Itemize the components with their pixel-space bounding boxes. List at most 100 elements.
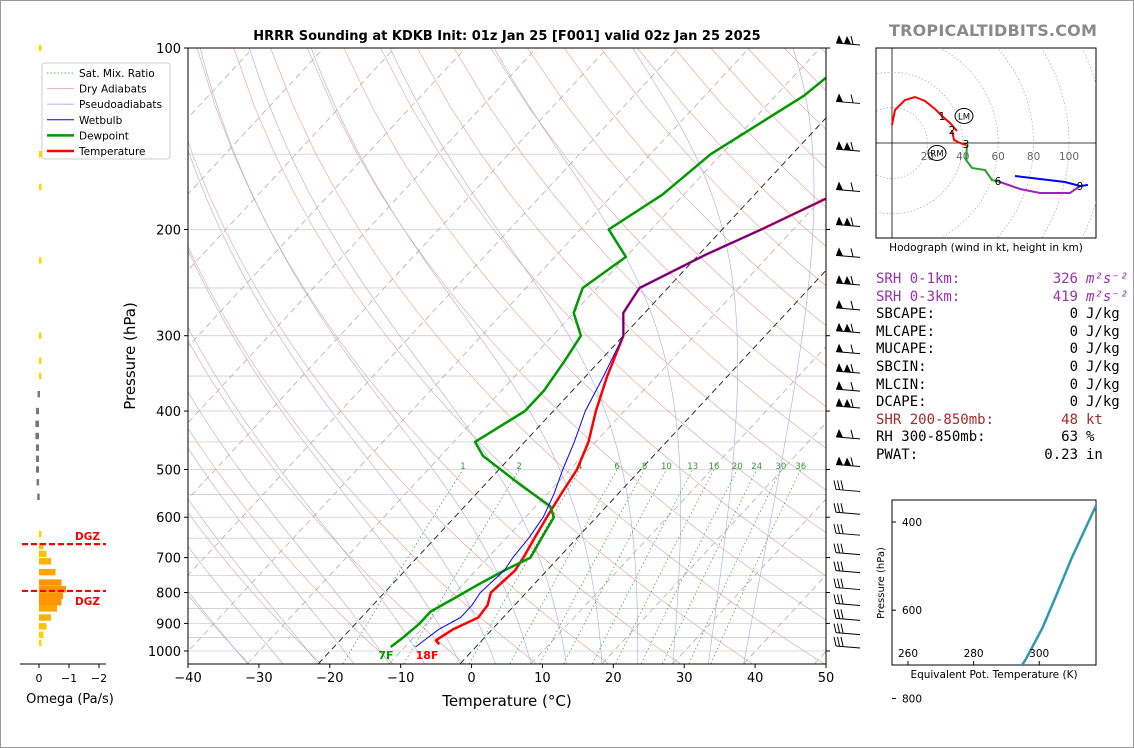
dewpoint-profile — [389, 76, 826, 648]
barb-pennant — [836, 247, 843, 256]
wind-barb — [835, 141, 861, 152]
mixing-ratio-line — [640, 469, 738, 664]
hodograph-trace — [964, 144, 1001, 183]
omega-bar — [39, 558, 51, 565]
pseudoadiabat — [188, 326, 425, 664]
pseudoadiabat — [632, 48, 738, 664]
barb-flag — [833, 623, 837, 633]
index-row: PWAT: 0.23 in — [876, 447, 1128, 465]
index-label: MLCIN: — [876, 376, 927, 393]
pseudoadiabat — [188, 498, 319, 664]
mixing-ratio-label: 2 — [517, 462, 522, 472]
isotherm-line — [672, 498, 826, 664]
index-label: MUCAPE: — [876, 341, 936, 358]
mixing-ratio-line — [688, 469, 782, 664]
isotherm-line — [601, 422, 826, 664]
index-row: SRH 0-3km: 419 m²s⁻² — [876, 289, 1128, 307]
omega-bar — [36, 444, 39, 451]
index-unit: J/kg — [1086, 376, 1120, 393]
omega-bar — [39, 332, 42, 339]
barb-shaft — [835, 388, 861, 392]
wind-barb — [835, 299, 861, 311]
sounding-indices: SRH 0-1km: 326 m²s⁻² SRH 0-3km: 419 m²s⁻² SBCA… — [876, 271, 1128, 465]
x-tick-label: 30 — [676, 671, 693, 686]
dry-adiabat — [196, 48, 681, 664]
y-tick-label: 400 — [156, 405, 181, 420]
index-unit: J/kg — [1086, 394, 1120, 411]
barb-shaft — [835, 189, 861, 193]
barb-pennant — [844, 323, 851, 332]
barb-pennant — [836, 35, 843, 44]
barb-shaft — [835, 330, 861, 334]
brand-watermark: TROPICALTIDBITS.COM — [889, 21, 1098, 40]
hodograph-ring — [1040, 48, 1070, 238]
barb-flag — [837, 594, 840, 604]
dry-adiabat — [490, 48, 826, 408]
omega-bar — [36, 479, 40, 486]
wind-barb — [835, 93, 861, 104]
index-row: SHR 200-850mb: 48 kt — [876, 412, 1128, 430]
mixing-ratio-line — [342, 469, 464, 664]
isotherm-line — [188, 48, 466, 348]
barb-pennant — [836, 363, 843, 372]
index-unit: m²s⁻² — [1086, 271, 1129, 287]
x-tick-label: −40 — [174, 671, 201, 686]
barb-flag — [837, 503, 840, 513]
index-value: 419 — [1052, 288, 1078, 305]
omega-bar — [39, 183, 42, 191]
zero-isotherm — [459, 269, 826, 664]
index-label: RH 300-850mb: — [876, 429, 986, 446]
mixing-ratio-line — [615, 469, 715, 664]
barb-pennant — [844, 217, 851, 226]
barb-flag — [833, 524, 837, 534]
hodograph-caption: Hodograph (wind in kt, height in km) — [889, 242, 1083, 254]
dry-adiabat — [306, 48, 826, 621]
index-value: 0 — [1069, 323, 1078, 340]
barb-flag — [837, 609, 840, 619]
pseudoadiabat — [249, 48, 567, 664]
barb-flag — [833, 578, 837, 588]
index-label: SRH 0-3km: — [876, 288, 961, 305]
omega-bar — [37, 390, 40, 398]
mixing-ratio-label: 24 — [751, 462, 762, 472]
index-unit: kt — [1086, 411, 1103, 428]
barb-flag — [837, 543, 840, 553]
skewt-background-lines: 1 2 4 6 8 10 13 16 20 24 30 36 — [188, 48, 826, 664]
theta-e-panel: 260 280 300 400 600 800 Equivalent Pot. Temper… — [876, 499, 1097, 705]
barb-shaft — [835, 42, 861, 46]
wind-barb — [835, 274, 861, 286]
index-value: 48 — [1061, 411, 1078, 428]
barb-flag — [837, 561, 840, 571]
barb-shaft — [835, 282, 861, 286]
index-value: 0 — [1069, 394, 1078, 411]
barb-flag — [833, 636, 837, 647]
barb-shaft — [835, 254, 861, 258]
wind-barb — [835, 181, 861, 193]
barb-flag — [840, 480, 844, 490]
mixing-ratio-line — [509, 469, 618, 664]
x-tick-label: 0 — [467, 671, 475, 686]
dry-adiabat — [270, 48, 825, 664]
barb-flag — [850, 94, 854, 103]
barb-shaft — [835, 436, 861, 440]
index-row: SBCAPE: 0 J/kg — [876, 306, 1128, 324]
mixing-ratio-label: 36 — [795, 462, 806, 472]
pseudoadiabat — [493, 48, 681, 664]
hodograph-ring-label: 80 — [1027, 151, 1040, 163]
barb-flag — [833, 561, 837, 571]
barb-flag — [837, 578, 840, 588]
omega-bar — [36, 466, 39, 473]
hodograph-ring — [996, 48, 1034, 238]
barb-shaft — [835, 602, 861, 606]
index-label: SHR 200-850mb: — [876, 411, 995, 428]
theta-y-tick-label: 800 — [902, 693, 922, 705]
omega-bar — [39, 605, 57, 612]
isotherm-line — [388, 193, 826, 664]
barb-flag — [833, 543, 837, 553]
dry-adiabat — [563, 48, 826, 327]
barb-shaft — [835, 587, 861, 591]
barb-flag — [850, 142, 854, 151]
omega-bar — [35, 420, 39, 428]
theta-x-tick-label: 300 — [1029, 648, 1049, 660]
barb-pennant — [844, 399, 851, 408]
